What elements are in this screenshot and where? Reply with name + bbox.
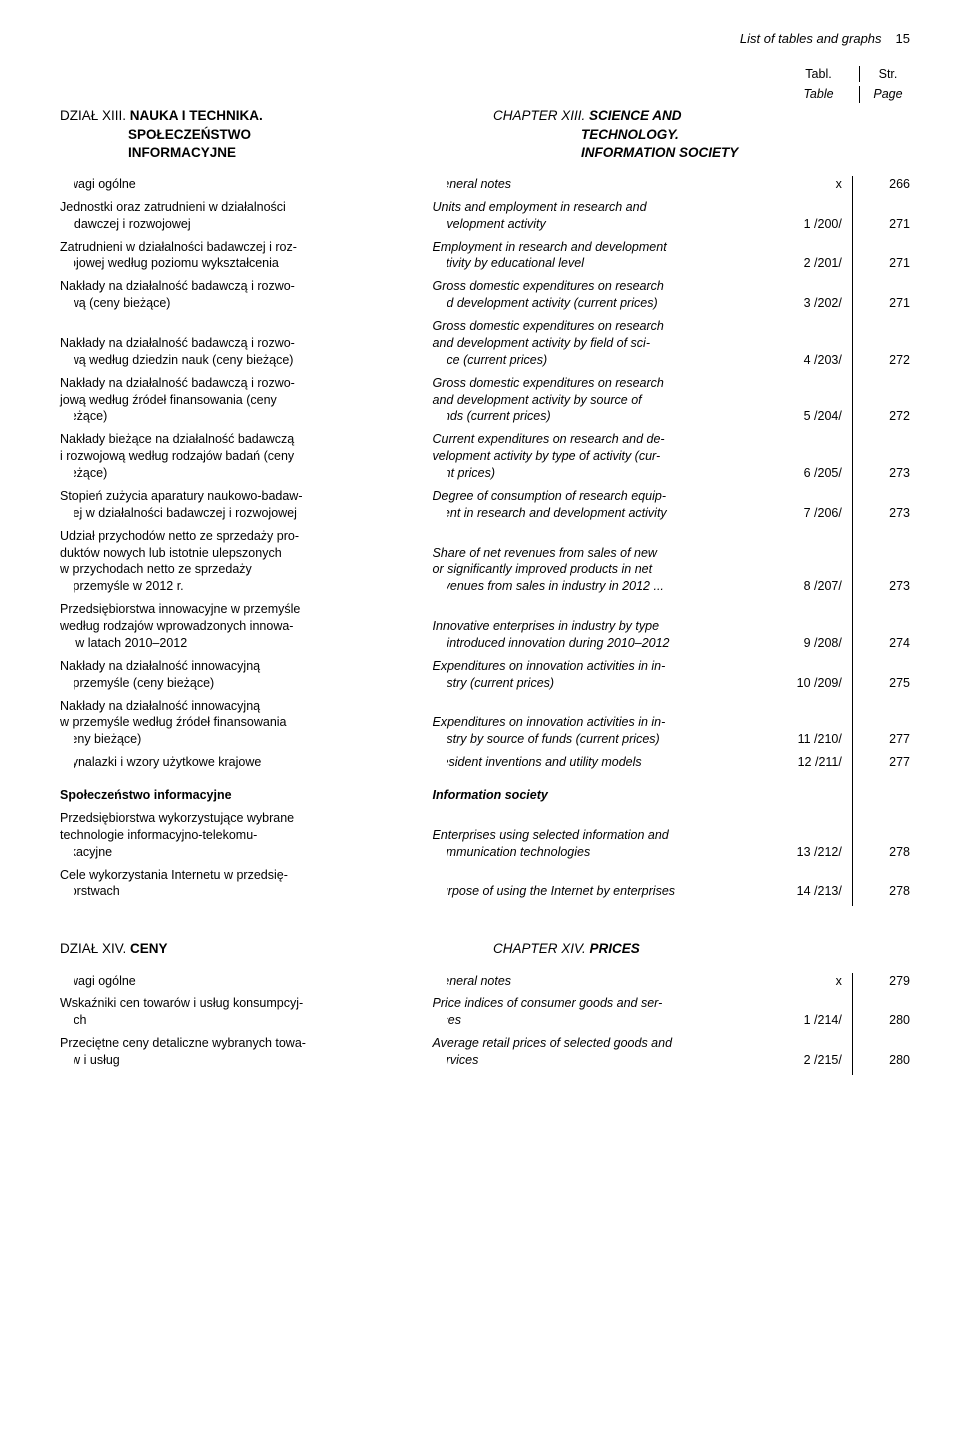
page-ref: 273 <box>852 431 910 488</box>
table-ref: 5 /204/ <box>774 375 852 432</box>
toc-row: Przedsiębiorstwa wykorzystujące wybranet… <box>60 810 910 867</box>
toc-table-14: Uwagi ogólneGeneral notesx279Wskaźniki c… <box>60 973 910 1075</box>
col-str: Str. <box>879 67 898 81</box>
running-header: List of tables and graphs 15 <box>60 30 910 48</box>
toc-row: Stopień zużycia aparatury naukowo-badaw-… <box>60 488 910 528</box>
table-ref: 1 /214/ <box>774 995 852 1035</box>
page-ref: 271 <box>852 199 910 239</box>
column-header-en: Table Page <box>60 86 910 103</box>
section-14-title: DZIAŁ XIV. CENY CHAPTER XIV. PRICES <box>60 940 910 958</box>
page-ref: 277 <box>852 698 910 755</box>
page-ref: 272 <box>852 318 910 375</box>
table-ref: 9 /208/ <box>774 601 852 658</box>
toc-table-13: Uwagi ogólneGeneral notesx266Jednostki o… <box>60 176 910 906</box>
table-ref: 2 /201/ <box>774 239 852 279</box>
page-ref: 273 <box>852 528 910 602</box>
page-ref: 278 <box>852 867 910 907</box>
table-ref: x <box>774 176 852 199</box>
page-ref: 275 <box>852 658 910 698</box>
toc-row: Udział przychodów netto ze sprzedaży pro… <box>60 528 910 602</box>
page-ref: 280 <box>852 1035 910 1075</box>
table-ref: 13 /212/ <box>774 810 852 867</box>
table-ref: 1 /200/ <box>774 199 852 239</box>
col-page: Page <box>873 87 902 101</box>
page-ref: 280 <box>852 995 910 1035</box>
toc-row: Cele wykorzystania Internetu w przedsię-… <box>60 867 910 907</box>
table-ref: x <box>774 973 852 996</box>
toc-row: Przeciętne ceny detaliczne wybranych tow… <box>60 1035 910 1075</box>
table-ref: 2 /215/ <box>774 1035 852 1075</box>
page-ref: 273 <box>852 488 910 528</box>
header-title: List of tables and graphs <box>740 30 882 48</box>
table-ref: 8 /207/ <box>774 528 852 602</box>
toc-row: Zatrudnieni w działalności badawczej i r… <box>60 239 910 279</box>
page-ref: 266 <box>852 176 910 199</box>
table-ref: 4 /203/ <box>774 318 852 375</box>
page-ref: 271 <box>852 239 910 279</box>
toc-row: Uwagi ogólneGeneral notesx266 <box>60 176 910 199</box>
col-table: Table <box>803 87 833 101</box>
toc-row: Wynalazki i wzory użytkowe krajoweReside… <box>60 754 910 777</box>
table-ref: 12 /211/ <box>774 754 852 777</box>
page-ref: 277 <box>852 754 910 777</box>
col-tabl: Tabl. <box>805 67 831 81</box>
subsection-header: Społeczeństwo informacyjne Information s… <box>60 777 910 810</box>
section-13-title: DZIAŁ XIII. NAUKA I TECHNIKA. SPOŁECZEŃS… <box>60 107 910 162</box>
table-ref: 11 /210/ <box>774 698 852 755</box>
toc-row: Nakłady na działalność innowacyjnąw prze… <box>60 658 910 698</box>
toc-row: Wskaźniki cen towarów i usług konsumpcyj… <box>60 995 910 1035</box>
page-ref: 271 <box>852 278 910 318</box>
toc-row: Przedsiębiorstwa innowacyjne w przemyśle… <box>60 601 910 658</box>
page-ref: 279 <box>852 973 910 996</box>
page-ref: 272 <box>852 375 910 432</box>
toc-row: Nakłady bieżące na działalność badawcząi… <box>60 431 910 488</box>
toc-row: Nakłady na działalność innowacyjnąw prze… <box>60 698 910 755</box>
page-ref: 278 <box>852 810 910 867</box>
toc-row: Nakłady na działalność badawczą i rozwo-… <box>60 318 910 375</box>
column-header: Tabl. Str. <box>60 66 910 83</box>
table-ref: 3 /202/ <box>774 278 852 318</box>
toc-row: Jednostki oraz zatrudnieni w działalnośc… <box>60 199 910 239</box>
table-ref: 14 /213/ <box>774 867 852 907</box>
table-ref: 10 /209/ <box>774 658 852 698</box>
toc-row: Nakłady na działalność badawczą i rozwo-… <box>60 278 910 318</box>
page-ref: 274 <box>852 601 910 658</box>
table-ref: 6 /205/ <box>774 431 852 488</box>
table-ref: 7 /206/ <box>774 488 852 528</box>
header-page-number: 15 <box>896 30 910 48</box>
toc-row: Nakłady na działalność badawczą i rozwo-… <box>60 375 910 432</box>
toc-row: Uwagi ogólneGeneral notesx279 <box>60 973 910 996</box>
